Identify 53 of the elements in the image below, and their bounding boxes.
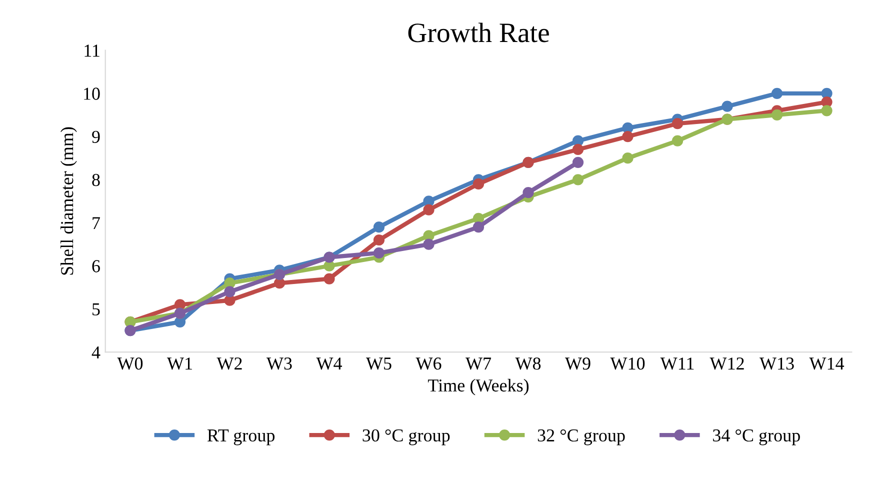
y-tick-label: 6 — [92, 260, 100, 272]
point — [771, 88, 783, 99]
point — [672, 118, 684, 130]
point — [622, 152, 634, 164]
point — [572, 156, 584, 168]
x-tick-label: W13 — [760, 358, 794, 370]
point — [722, 100, 733, 112]
point — [324, 273, 335, 284]
point — [672, 135, 684, 146]
x-tick-label: W10 — [610, 357, 645, 370]
y-tick-label: 8 — [92, 174, 100, 186]
legend-label: 34 °C group — [713, 429, 800, 446]
point — [423, 196, 434, 207]
x-tick-label: W2 — [216, 358, 242, 370]
chart-title: Growth Rate — [408, 22, 549, 42]
point — [224, 286, 236, 298]
point — [622, 130, 634, 142]
point — [821, 105, 832, 116]
x-tick-label: W0 — [117, 357, 143, 370]
point — [572, 144, 584, 156]
point — [522, 187, 534, 198]
x-tick-label: W8 — [515, 357, 541, 370]
legend-label: RT group — [207, 430, 275, 446]
x-tick-label: W5 — [366, 358, 392, 370]
y-tick-label: 7 — [92, 217, 100, 230]
x-tick-label: W9 — [565, 358, 590, 370]
point — [472, 178, 484, 190]
x-tick-label: W7 — [465, 358, 492, 370]
y-tick-label: 5 — [92, 303, 100, 316]
y-tick-label: 4 — [92, 346, 100, 358]
point — [423, 230, 434, 242]
x-tick-label: W1 — [166, 358, 192, 370]
legend-label: 32 °C group — [538, 429, 625, 446]
point — [423, 204, 434, 216]
x-tick-label: W6 — [416, 358, 442, 370]
point — [423, 238, 434, 250]
y-tick-label: 11 — [84, 44, 100, 57]
x-tick-label: W3 — [266, 358, 292, 370]
x-tick-label: W12 — [710, 358, 744, 370]
point — [373, 222, 385, 233]
x-axis-title: Time (Weeks) — [428, 378, 529, 396]
point — [373, 247, 385, 258]
point — [771, 109, 783, 121]
x-tick-label: W14 — [809, 358, 844, 370]
point — [373, 234, 385, 246]
point — [572, 174, 584, 186]
x-tick-label: W4 — [316, 358, 342, 370]
y-tick-label: 9 — [92, 130, 100, 143]
point — [472, 222, 484, 233]
y-axis-title: Shell diameter (mm) — [60, 127, 77, 275]
legend-label: 30 °C group — [362, 429, 450, 446]
x-tick-label: W11 — [660, 358, 694, 370]
y-tick-label: 10 — [84, 88, 100, 100]
